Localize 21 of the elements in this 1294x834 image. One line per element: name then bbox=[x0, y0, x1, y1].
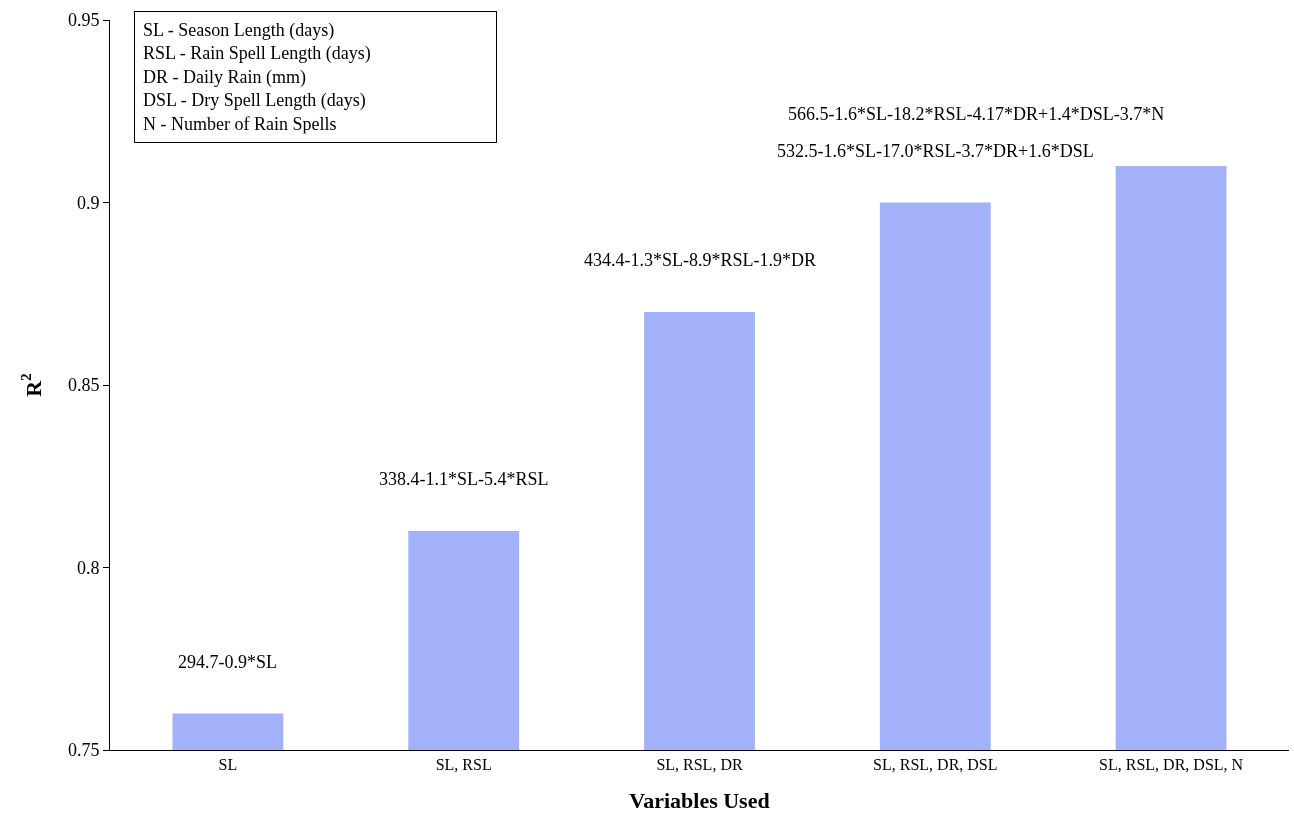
y-tick-label: 0.85 bbox=[67, 375, 100, 396]
x-tick-label: SL, RSL, DR, DSL bbox=[873, 756, 998, 774]
annotation: 532.5-1.6*SL-17.0*RSL-3.7*DR+1.6*DSL bbox=[777, 141, 1094, 161]
x-tick-label: SL bbox=[218, 756, 238, 774]
y-tick-label: 0.95 bbox=[67, 10, 100, 31]
x-tick-label: SL, RSL bbox=[435, 756, 492, 774]
annotation: N - Number of Rain Spells bbox=[143, 113, 337, 134]
annotation: SL - Season Length (days) bbox=[143, 20, 335, 41]
y-tick-label: 0.9 bbox=[76, 192, 100, 213]
x-tick-label: SL, RSL, DR, DSL, N bbox=[1099, 756, 1244, 774]
y-tick-label: 0.75 bbox=[67, 740, 100, 761]
y-tick-label: 0.8 bbox=[76, 557, 100, 578]
annotation: 338.4-1.1*SL-5.4*RSL bbox=[379, 469, 549, 489]
annotation: RSL - Rain Spell Length (days) bbox=[143, 43, 371, 65]
x-tick-label: SL, RSL, DR bbox=[656, 756, 743, 774]
annotation: 294.7-0.9*SL bbox=[178, 652, 277, 672]
x-axis-title: Variables Used bbox=[629, 788, 770, 814]
annotation: DSL - Dry Spell Length (days) bbox=[143, 90, 366, 112]
annotation: DR - Daily Rain (mm) bbox=[143, 66, 306, 88]
annotation: 434.4-1.3*SL-8.9*RSL-1.9*DR bbox=[584, 250, 817, 270]
annotation: 566.5-1.6*SL-18.2*RSL-4.17*DR+1.4*DSL-3.7*N bbox=[788, 104, 1165, 124]
